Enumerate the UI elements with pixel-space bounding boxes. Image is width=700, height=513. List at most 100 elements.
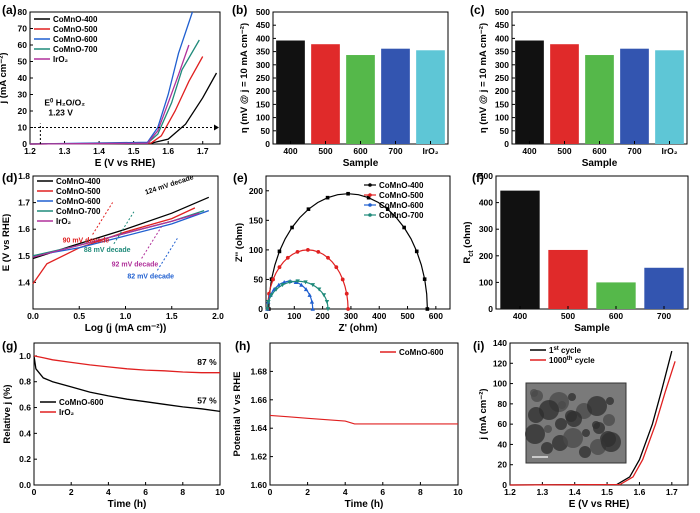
y-tick-label: 50	[261, 126, 271, 136]
y-tick-label: 450	[495, 20, 509, 30]
tem-particle	[579, 446, 591, 458]
panel-7: (h) 0 2 4 6 8 10 1.60 1.62 1.64 1.66 1.68 Time (h) Po…	[232, 339, 463, 510]
x-tick-label: 500	[400, 311, 414, 321]
tem-particle	[541, 442, 553, 454]
legend-rest: cycle	[572, 356, 595, 365]
data-point	[285, 255, 290, 260]
data-point	[324, 300, 330, 305]
y-tick-label: 60	[498, 419, 508, 429]
bar	[655, 50, 684, 144]
data-point	[326, 255, 330, 260]
y-tick-label: 40	[18, 73, 28, 83]
panel-3: (d) 0.0 0.5 1.0 1.5 2.0 1.4 1.5 1.6 1.7 1.8 Log (j …	[1, 171, 224, 334]
tem-particle	[587, 396, 607, 416]
x-tick-label: 1.2	[24, 146, 36, 156]
bar	[276, 40, 305, 144]
y-tick-label: 100	[493, 379, 507, 389]
y-tick-label: 500	[256, 7, 270, 17]
panel-label: (i)	[473, 339, 484, 353]
y-tick-label: 0	[265, 139, 270, 149]
x-tick-label: 0.0	[27, 311, 39, 321]
y-axis-label: j (mA cm⁻²)	[0, 52, 9, 104]
x-tick-label: 1.5	[166, 311, 178, 321]
legend-label: 1000th cycle	[549, 356, 595, 365]
slope-label: 124 mV decade	[144, 174, 194, 196]
x-tick-label: 6	[143, 487, 148, 497]
data-point	[310, 306, 315, 311]
x-tick-label: 2	[69, 487, 74, 497]
data-point	[334, 265, 339, 270]
bar	[416, 50, 445, 144]
x-tick-label: 700	[657, 311, 671, 321]
data-point	[340, 277, 345, 282]
data-point	[271, 277, 275, 282]
y-tick-label: 60	[18, 40, 28, 50]
panel-2: (c) 0 50 100 150 200 250 300 350 400 450 500 400 500 6…	[470, 3, 688, 169]
y-axis-label: E (V vs RHE)	[1, 214, 12, 272]
x-tick-label: 400	[513, 311, 527, 321]
y-tick-label: 1.0	[19, 351, 31, 361]
x-tick-label: 700	[388, 146, 402, 156]
y-axis-label: Relative j (%)	[2, 384, 13, 443]
y-tick-label: 100	[249, 245, 263, 255]
slope-label: 82 mV decade	[127, 273, 174, 280]
x-tick-label: 0.5	[73, 311, 85, 321]
tem-particle	[603, 414, 615, 426]
y-tick-label: 0.2	[19, 454, 31, 464]
y-tick-label: 250	[256, 73, 270, 83]
series-line	[33, 355, 220, 374]
y-tick-label: 1.5	[18, 251, 30, 261]
data-point	[269, 293, 274, 298]
data-point	[277, 265, 282, 270]
legend-sup: th	[567, 356, 573, 362]
y-tick-label: 20	[18, 106, 28, 116]
y-tick-label: 30	[18, 90, 28, 100]
annotation-text: E0 H₂O/O₂	[44, 98, 85, 108]
data-point	[277, 249, 282, 254]
tem-particle	[601, 432, 621, 452]
x-tick-label: 500	[557, 146, 571, 156]
data-point	[425, 307, 430, 311]
x-tick-label: 1.3	[59, 146, 71, 156]
y-tick-label: 70	[18, 24, 28, 34]
y-tick-label: 400	[256, 33, 270, 43]
bar	[346, 55, 375, 145]
y-tick-label: 0	[504, 139, 509, 149]
panel-label: (b)	[232, 3, 247, 17]
panel-label: (g)	[2, 339, 17, 353]
y-axis-label: η (mV @ j = 10 mA cm⁻²)	[478, 23, 489, 133]
y-tick-label: 300	[479, 224, 493, 234]
slope-guide	[156, 238, 178, 271]
y-tick-label: 200	[479, 251, 493, 261]
y-tick-label: 100	[495, 113, 509, 123]
legend-label: CoMnO-600	[59, 398, 104, 407]
legend-label: CoMnO-700	[379, 211, 424, 220]
y-axis-label: Rct (ohm)	[462, 221, 475, 263]
data-point	[316, 250, 321, 254]
legend-label: 1st cycle	[549, 346, 582, 355]
x-tick-label: 600	[592, 146, 606, 156]
x-axis-label: Time (h)	[108, 499, 147, 510]
y-tick-label: 1.4	[18, 277, 30, 287]
data-point	[316, 287, 322, 292]
y-tick-label: 0.6	[19, 403, 31, 413]
y-tick-label: 50	[18, 57, 28, 67]
x-tick-label: 0	[268, 487, 273, 497]
y-tick-label: 1.6	[18, 224, 30, 234]
data-point	[402, 225, 406, 230]
legend-label: CoMnO-600	[53, 35, 98, 44]
y-tick-label: 1.68	[250, 366, 267, 376]
x-tick-label: 1.6	[162, 146, 174, 156]
legend-label: CoMnO-700	[53, 45, 98, 54]
legend-label: CoMnO-500	[53, 25, 98, 34]
x-tick-label: 4	[343, 487, 348, 497]
y-tick-label: 0.4	[19, 428, 31, 438]
y-tick-label: 0.8	[19, 377, 31, 387]
data-point	[346, 191, 350, 196]
tem-particle	[558, 401, 566, 409]
bar	[311, 44, 340, 144]
bar	[550, 44, 579, 144]
x-tick-label: 0	[32, 487, 37, 497]
y-tick-label: 400	[495, 33, 509, 43]
annotation-rest: H₂O/O₂	[53, 98, 85, 108]
